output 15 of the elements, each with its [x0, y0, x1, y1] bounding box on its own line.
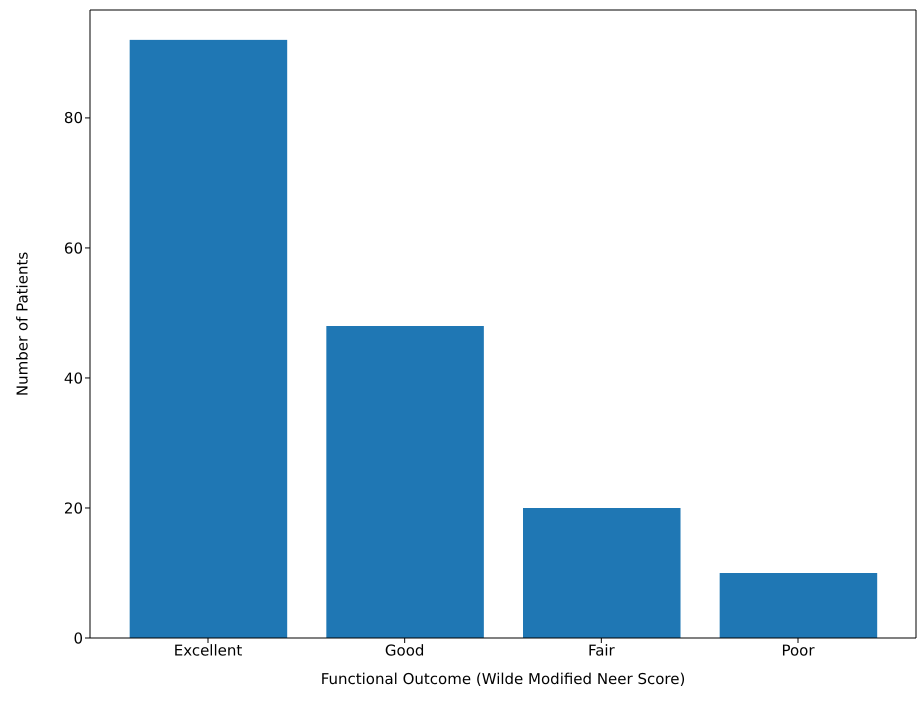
bar: [130, 40, 288, 638]
x-tick-label: Poor: [781, 642, 816, 660]
bar: [720, 572, 878, 638]
x-axis-title: Functional Outcome (Wilde Modified Neer Score): [320, 670, 686, 688]
x-tick-label: Excellent: [174, 642, 242, 660]
y-tick-label: 40: [64, 369, 83, 388]
x-tick-label: Fair: [588, 642, 616, 660]
y-tick-label: 20: [64, 499, 83, 518]
bar: [326, 326, 484, 638]
y-tick-label: 60: [64, 239, 83, 258]
y-axis-title: Number of Patients: [13, 252, 32, 396]
y-tick-label: 80: [64, 109, 83, 128]
x-tick-label: Good: [384, 642, 424, 660]
y-tick-label: 0: [73, 629, 83, 648]
bar: [523, 508, 681, 638]
